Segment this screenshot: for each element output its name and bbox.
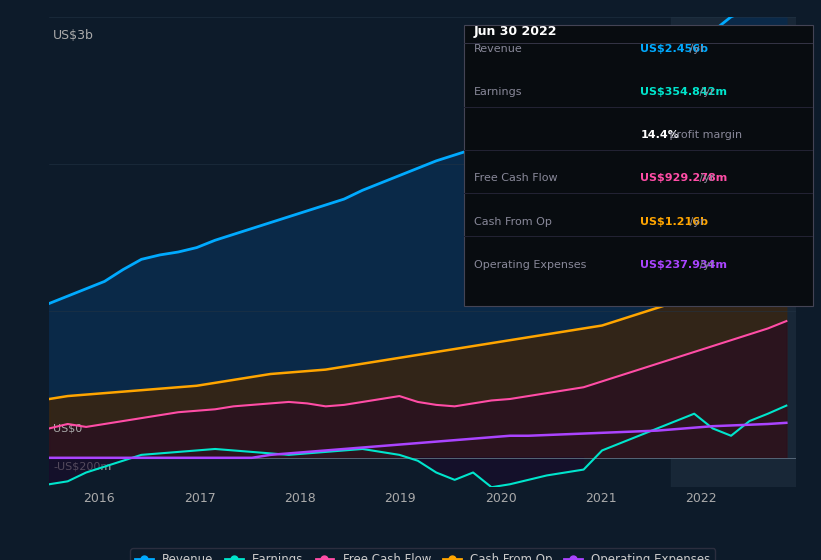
Text: US$1.216b: US$1.216b <box>640 217 709 227</box>
Bar <box>464 236 813 237</box>
Text: -US$200m: -US$200m <box>53 461 112 471</box>
Text: US$237.934m: US$237.934m <box>640 260 727 270</box>
Text: Cash From Op: Cash From Op <box>474 217 552 227</box>
Bar <box>464 150 813 151</box>
Bar <box>464 43 813 44</box>
Text: US$929.278m: US$929.278m <box>640 174 727 184</box>
Text: US$0: US$0 <box>53 423 82 433</box>
Text: Revenue: Revenue <box>474 44 522 54</box>
Text: /yr: /yr <box>696 260 715 270</box>
Bar <box>671 17 796 487</box>
Bar <box>464 107 813 108</box>
Text: US$3b: US$3b <box>53 29 94 41</box>
Text: US$354.842m: US$354.842m <box>640 87 727 97</box>
Text: Free Cash Flow: Free Cash Flow <box>474 174 557 184</box>
Text: Earnings: Earnings <box>474 87 522 97</box>
Text: /yr: /yr <box>696 87 715 97</box>
Text: 14.4%: 14.4% <box>640 130 679 141</box>
Text: Operating Expenses: Operating Expenses <box>474 260 586 270</box>
Legend: Revenue, Earnings, Free Cash Flow, Cash From Op, Operating Expenses: Revenue, Earnings, Free Cash Flow, Cash … <box>131 548 715 560</box>
Text: US$2.456b: US$2.456b <box>640 44 709 54</box>
Text: Jun 30 2022: Jun 30 2022 <box>474 25 557 38</box>
Text: /yr: /yr <box>696 174 715 184</box>
Text: /yr: /yr <box>686 217 704 227</box>
Text: /yr: /yr <box>686 44 704 54</box>
Bar <box>464 193 813 194</box>
Bar <box>464 25 813 306</box>
Text: profit margin: profit margin <box>666 130 742 141</box>
